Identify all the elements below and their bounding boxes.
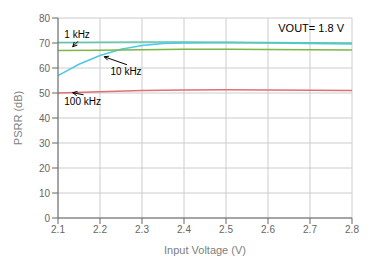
svg-text:70: 70 [39,38,51,49]
svg-text:2.5: 2.5 [219,224,233,235]
svg-text:2.6: 2.6 [261,224,275,235]
svg-text:2.3: 2.3 [135,224,149,235]
svg-text:30: 30 [39,138,51,149]
svg-text:2.7: 2.7 [303,224,317,235]
svg-text:10 kHz: 10 kHz [111,66,142,77]
svg-text:1 kHz: 1 kHz [64,29,90,40]
svg-text:100 kHz: 100 kHz [64,96,101,107]
svg-text:2.2: 2.2 [93,224,107,235]
html-text:VOUT= 1.8 V: VOUT= 1.8 V [278,22,344,34]
svg-text:2.8: 2.8 [345,224,359,235]
svg-text:2.1: 2.1 [51,224,65,235]
svg-text:10: 10 [39,188,51,199]
svg-text:40: 40 [39,113,51,124]
svg-text:PSRR (dB): PSRR (dB) [12,91,24,145]
svg-text:60: 60 [39,63,51,74]
svg-text:50: 50 [39,88,51,99]
svg-text:2.4: 2.4 [177,224,191,235]
svg-text:20: 20 [39,163,51,174]
svg-text:0: 0 [44,213,50,224]
svg-text:80: 80 [39,13,51,24]
svg-text:Input Voltage (V): Input Voltage (V) [164,244,246,256]
